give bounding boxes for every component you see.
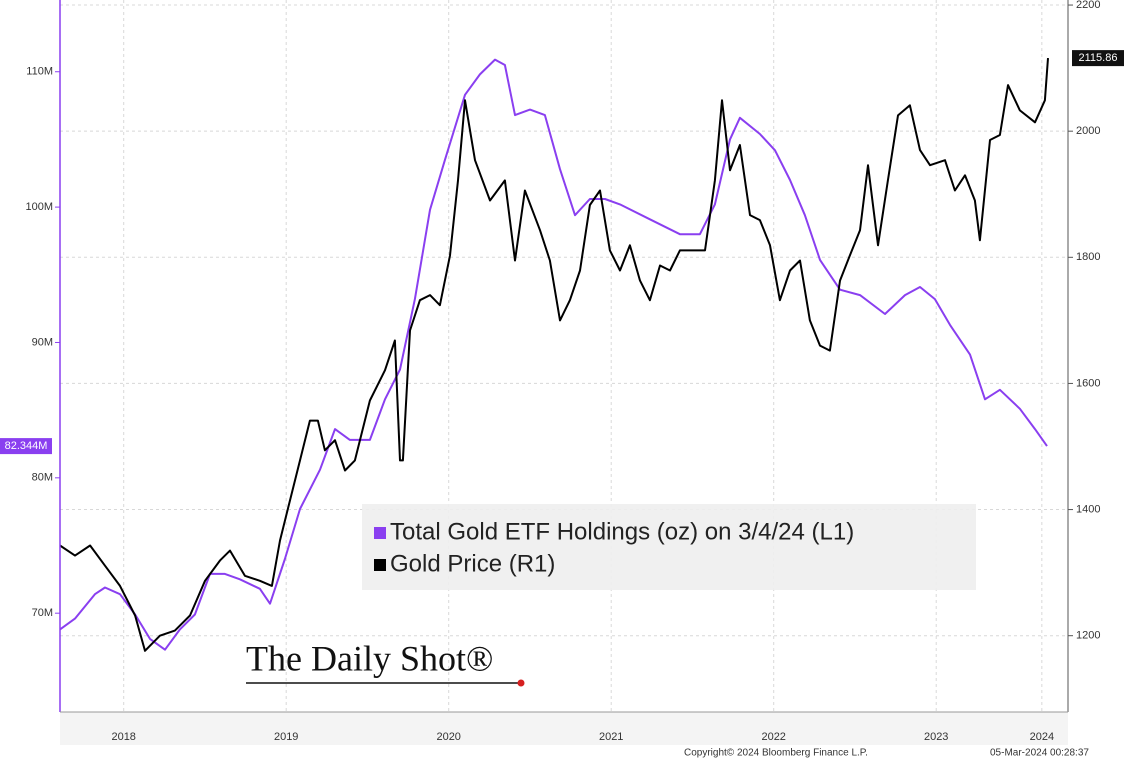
y-tick-label: 100M (25, 201, 53, 213)
y-tick-label: 110M (26, 66, 53, 78)
timestamp: 05-Mar-2024 00:28:37 (990, 748, 1089, 759)
legend-label: Gold Price (R1) (390, 550, 555, 577)
legend-box (362, 504, 976, 590)
y-tick-label: 90M (32, 336, 53, 348)
x-axis-band (60, 712, 1068, 745)
logo-dot (517, 679, 525, 687)
y2-tick-label: 1400 (1076, 503, 1100, 515)
end-label-box (0, 438, 52, 455)
x-tick-label: 2021 (599, 731, 623, 743)
x-tick-label: 2022 (761, 731, 785, 743)
y2-tick-label: 1600 (1076, 377, 1100, 389)
source: Copyright© 2024 Bloomberg Finance L.P. (684, 748, 868, 759)
series-line (59, 58, 1049, 652)
legend-swatch (374, 559, 386, 571)
y-tick-label: 80M (32, 472, 53, 484)
x-tick-label: 2023 (924, 731, 948, 743)
y-tick-label: 70M (32, 607, 53, 619)
legend-swatch (374, 527, 386, 539)
y2-tick-label: 2200 (1076, 0, 1100, 11)
legend-label: Total Gold ETF Holdings (oz) on 3/4/24 (… (390, 518, 854, 545)
y2-tick-label: 1200 (1076, 630, 1100, 642)
y2-tick-label: 1800 (1076, 251, 1100, 263)
end-label-box (1072, 50, 1124, 67)
logo: The Daily Shot® (246, 638, 493, 678)
x-tick-label: 2018 (111, 731, 135, 743)
series-line (59, 58, 1048, 651)
y2-tick-label: 2000 (1076, 125, 1100, 137)
end-label: 82.344M (5, 440, 48, 452)
x-tick-label: 2024 (1030, 731, 1054, 743)
x-tick-label: 2019 (274, 731, 298, 743)
x-tick-label: 2020 (436, 731, 460, 743)
end-label: 2115.86 (1079, 52, 1118, 64)
